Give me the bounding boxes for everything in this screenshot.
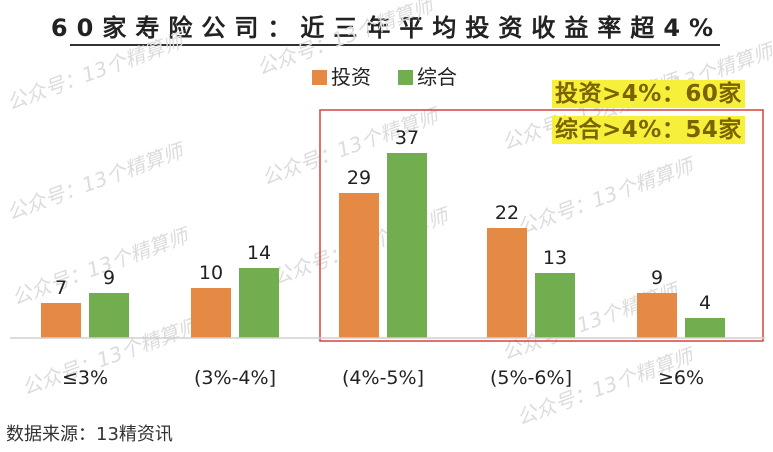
value-label: 29: [347, 167, 371, 189]
value-label: 7: [55, 277, 67, 299]
legend-label: 综合: [417, 65, 457, 89]
watermark-text: 公众号：13个精算师: [514, 153, 699, 240]
watermark-text: 公众号：13个精算师: [4, 28, 189, 115]
category-label: (4%-5%]: [342, 367, 424, 389]
watermark-text: 公众号：13个精算师: [4, 138, 189, 225]
bars-layer: [41, 153, 725, 338]
value-label: 22: [495, 202, 519, 224]
bar: [89, 293, 129, 338]
bar: [637, 293, 677, 338]
value-label: 14: [247, 242, 271, 264]
category-label: (5%-6%]: [490, 367, 572, 389]
bar: [191, 288, 231, 338]
value-label: 13: [543, 247, 567, 269]
category-labels-layer: ≤3% (3%-4%] (4%-5%] (5%-6%] ≥6%: [62, 367, 704, 389]
bar: [41, 303, 81, 338]
chart-title: 60家寿险公司：近三年平均投资收益率超4%: [50, 14, 723, 42]
legend-label: 投资: [331, 65, 371, 89]
legend-swatch: [398, 70, 413, 85]
bar: [535, 273, 575, 338]
bar: [387, 153, 427, 338]
bar: [487, 228, 527, 338]
annotation-total: 综合>4%：54家: [552, 116, 745, 144]
category-label: (3%-4%]: [194, 367, 276, 389]
category-label: ≥6%: [658, 367, 704, 389]
value-label: 37: [395, 127, 419, 149]
legend: 投资 综合: [312, 65, 457, 89]
value-label: 9: [103, 267, 115, 289]
data-source: 数据来源：13精资讯: [6, 424, 173, 445]
bar: [339, 193, 379, 338]
value-label: 10: [199, 262, 223, 284]
value-label: 4: [699, 292, 711, 314]
category-label: ≤3%: [62, 367, 108, 389]
bar: [239, 268, 279, 338]
legend-swatch: [312, 70, 327, 85]
annotation-invest: 投资>4%：60家: [552, 80, 745, 108]
value-label: 9: [651, 267, 663, 289]
title-underline: [70, 44, 720, 46]
highlight-box: [319, 109, 764, 342]
bar: [685, 318, 725, 338]
highlight-layer: [319, 109, 764, 342]
value-labels-layer: 7 9 10 14 29 37 22 13 9 4: [55, 127, 711, 314]
